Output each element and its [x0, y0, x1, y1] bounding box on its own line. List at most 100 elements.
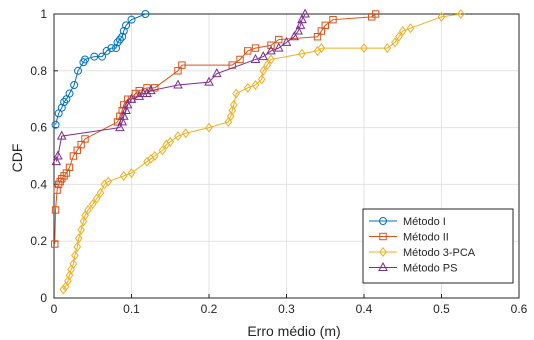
- data-point-metodo-i: [51, 120, 60, 129]
- legend-item: Método II: [369, 232, 449, 244]
- data-point-metodo-ps: [134, 90, 145, 100]
- data-point-metodo-ps: [297, 14, 307, 24]
- legend-item: Método 3-PCA: [369, 246, 476, 259]
- data-point-metodo-ps: [126, 93, 137, 103]
- y-axis-label: CDF: [9, 144, 25, 173]
- x-tick-label: 0.3: [278, 302, 295, 316]
- x-tick-label: 0.6: [511, 302, 528, 316]
- data-point-metodo-ii: [313, 33, 322, 41]
- data-point-metodo-3-pca: [127, 168, 136, 179]
- x-tick-label: 0.1: [123, 302, 140, 316]
- series-layer: [51, 8, 465, 295]
- legend-swatch-marker: [379, 246, 387, 258]
- y-tick-label: 0.2: [30, 234, 47, 248]
- data-point-metodo-i: [90, 52, 99, 61]
- data-point-metodo-ps: [293, 25, 303, 35]
- data-point-metodo-3-pca: [92, 193, 101, 204]
- data-point-metodo-3-pca: [59, 284, 68, 295]
- data-point-metodo-i: [118, 32, 127, 41]
- data-point-metodo-3-pca: [395, 31, 403, 42]
- data-point-metodo-ps: [51, 156, 62, 166]
- data-point-metodo-3-pca: [81, 210, 89, 221]
- data-point-metodo-i: [107, 44, 116, 53]
- data-point-metodo-3-pca: [228, 105, 237, 116]
- data-point-metodo-3-pca: [174, 131, 182, 142]
- data-point-metodo-ii: [244, 47, 252, 55]
- data-point-metodo-ps: [122, 99, 133, 109]
- data-point-metodo-i: [60, 98, 69, 107]
- data-point-metodo-ps: [146, 85, 156, 95]
- data-point-metodo-i: [81, 55, 89, 64]
- grid-lines: [54, 14, 519, 298]
- data-point-metodo-3-pca: [166, 136, 175, 147]
- data-point-metodo-ii: [236, 55, 244, 64]
- data-point-metodo-ii: [81, 135, 89, 143]
- data-point-metodo-3-pca: [406, 23, 415, 34]
- data-point-metodo-3-pca: [104, 176, 113, 187]
- data-point-metodo-3-pca: [181, 128, 190, 139]
- data-point-metodo-ii: [51, 240, 59, 248]
- data-point-metodo-3-pca: [391, 37, 399, 48]
- legend-item: Método I: [369, 216, 446, 228]
- legend-label: Método PS: [403, 263, 457, 275]
- data-point-metodo-3-pca: [229, 99, 238, 110]
- data-point-metodo-ii: [329, 15, 337, 24]
- data-point-metodo-ps: [53, 150, 63, 160]
- data-point-metodo-ps: [295, 19, 306, 29]
- data-point-metodo-i: [65, 89, 74, 98]
- data-point-metodo-ps: [258, 51, 269, 61]
- y-tick-label: 0.8: [30, 64, 47, 78]
- x-tick-label: 0.5: [433, 302, 450, 316]
- data-point-metodo-3-pca: [73, 241, 82, 252]
- data-point-metodo-ps: [273, 42, 284, 52]
- legend-label: Método I: [403, 216, 446, 228]
- x-tick-label: 0: [51, 302, 58, 316]
- data-point-metodo-i: [113, 38, 122, 47]
- data-point-metodo-i: [122, 21, 131, 30]
- data-point-metodo-3-pca: [119, 170, 128, 181]
- data-point-metodo-3-pca: [71, 250, 79, 261]
- y-tick-label: 0: [40, 291, 47, 305]
- x-axis-ticks: 0 0.1 0.2 0.3 0.4 0.5 0.6: [51, 294, 528, 316]
- data-point-metodo-ps: [56, 130, 67, 140]
- series-metodo-ps: [51, 8, 310, 166]
- data-point-metodo-ps: [117, 116, 128, 126]
- series-line-metodo-ps: [55, 13, 306, 162]
- data-point-metodo-3-pca: [317, 43, 326, 54]
- y-tick-label: 0.4: [30, 177, 47, 191]
- data-point-metodo-ps: [121, 104, 131, 115]
- data-point-metodo-3-pca: [457, 8, 465, 20]
- x-tick-label: 0.4: [356, 302, 373, 316]
- legend-item: Método PS: [369, 261, 457, 275]
- data-point-metodo-3-pca: [84, 204, 92, 215]
- data-point-metodo-3-pca: [77, 224, 85, 235]
- legend: Método I Método II Método 3-PCA Método PS: [362, 208, 514, 284]
- data-point-metodo-3-pca: [298, 48, 306, 59]
- data-point-metodo-ii: [77, 140, 85, 149]
- data-point-metodo-3-pca: [150, 150, 159, 162]
- data-point-metodo-3-pca: [263, 60, 271, 71]
- data-point-metodo-3-pca: [267, 54, 275, 65]
- series-metodo-3-pca: [59, 8, 465, 295]
- data-point-metodo-ii: [321, 21, 329, 30]
- data-point-metodo-i: [102, 46, 111, 55]
- data-point-metodo-ps: [289, 31, 300, 41]
- data-point-metodo-3-pca: [74, 233, 83, 244]
- x-axis-label: Erro médio (m): [247, 323, 340, 339]
- data-point-metodo-ps: [211, 68, 222, 78]
- data-point-metodo-3-pca: [259, 65, 268, 76]
- data-point-metodo-ps: [204, 76, 214, 86]
- data-point-metodo-ii: [73, 146, 81, 155]
- data-point-metodo-ps: [142, 87, 152, 98]
- y-axis-ticks: 0 0.2 0.4 0.6 0.8 1: [30, 7, 58, 305]
- data-point-metodo-3-pca: [69, 258, 78, 269]
- y-tick-label: 0.6: [30, 121, 47, 135]
- data-point-metodo-ii: [53, 186, 61, 194]
- series-metodo-i: [51, 10, 150, 129]
- data-point-metodo-3-pca: [257, 74, 266, 85]
- data-point-metodo-i: [115, 35, 124, 44]
- data-point-metodo-i: [141, 10, 150, 18]
- data-point-metodo-3-pca: [232, 88, 240, 99]
- data-point-metodo-3-pca: [437, 11, 446, 22]
